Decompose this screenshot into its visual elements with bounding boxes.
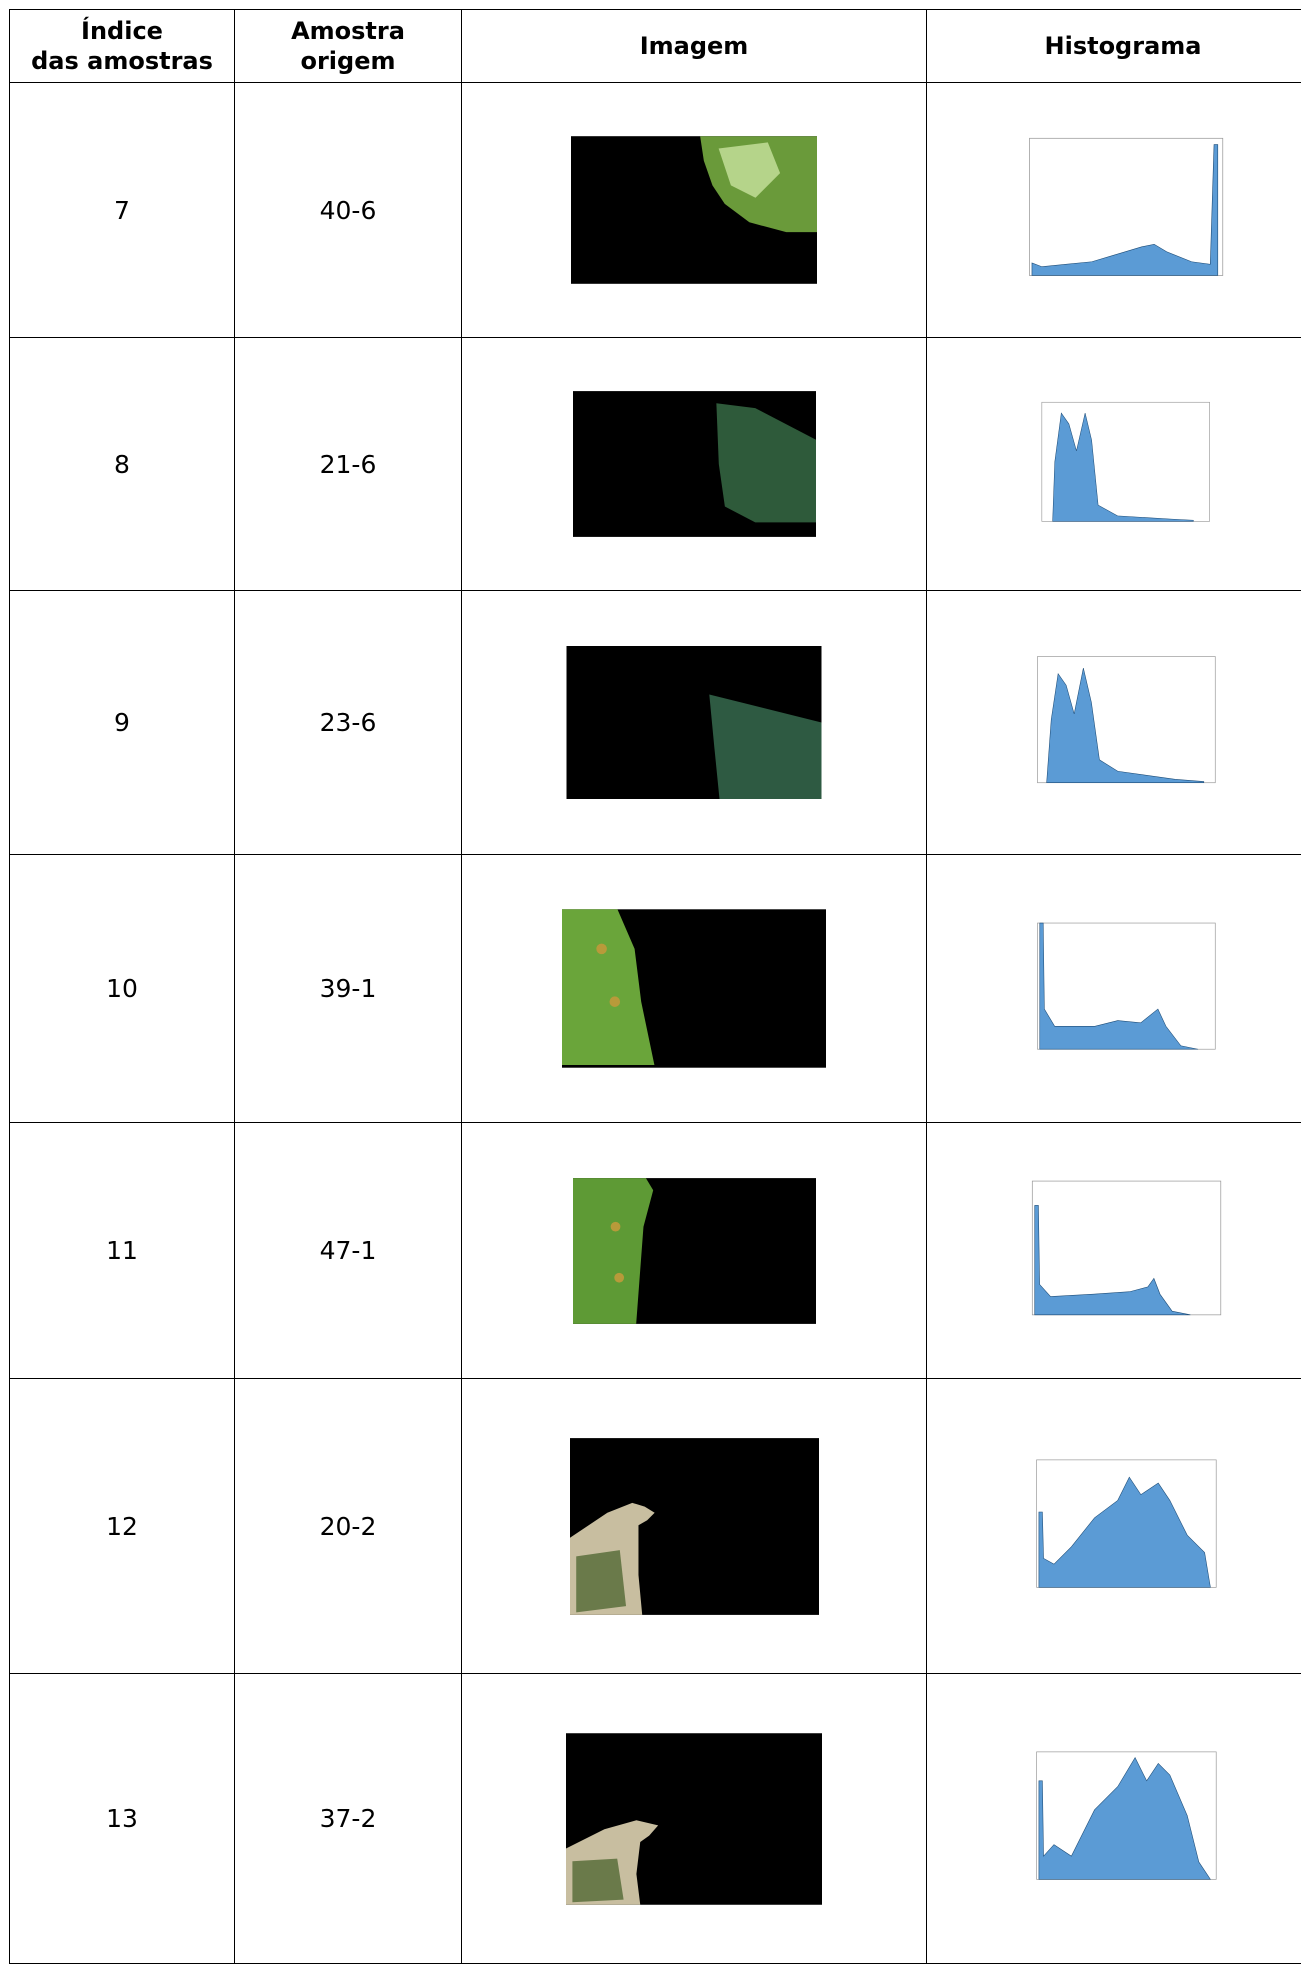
- index-cell: 10: [10, 855, 235, 1123]
- index-cell: 7: [10, 83, 235, 338]
- histogram-image: [1031, 394, 1215, 535]
- row: 9 23-6: [10, 591, 1301, 855]
- histogram-image: [1026, 648, 1221, 797]
- index-cell: 8: [10, 338, 235, 591]
- histogram-cell: [927, 855, 1301, 1123]
- image-cell: [462, 338, 927, 591]
- sample-image: [570, 1438, 819, 1615]
- header-cell: Imagem: [462, 10, 927, 83]
- image-cell: [462, 591, 927, 855]
- header-cell: Histograma: [927, 10, 1301, 83]
- row: 10 39-1: [10, 855, 1301, 1123]
- row: 13 37-2: [10, 1674, 1301, 1964]
- samples-table: Índice das amostras Amostra origem Image…: [9, 9, 1301, 1964]
- histogram-image: [1026, 917, 1221, 1061]
- histogram-cell: [927, 1674, 1301, 1964]
- histogram-cell: [927, 1123, 1301, 1379]
- row: 12 20-2: [10, 1379, 1301, 1674]
- sample-image: [571, 136, 817, 284]
- histogram-cell: [927, 83, 1301, 338]
- sample-image: [562, 909, 826, 1068]
- image-cell: [462, 855, 927, 1123]
- histogram-cell: [927, 1379, 1301, 1674]
- sample-cell: 20-2: [235, 1379, 462, 1674]
- index-cell: 9: [10, 591, 235, 855]
- histogram-image: [1025, 1454, 1222, 1599]
- image-cell: [462, 83, 927, 338]
- index-cell: 11: [10, 1123, 235, 1379]
- sample-cell: 37-2: [235, 1674, 462, 1964]
- row: 7 40-6: [10, 83, 1301, 338]
- sample-cell: 21-6: [235, 338, 462, 591]
- header-row: Índice das amostras Amostra origem Image…: [10, 10, 1301, 83]
- index-cell: 13: [10, 1674, 235, 1964]
- sample-cell: 39-1: [235, 855, 462, 1123]
- sample-cell: 47-1: [235, 1123, 462, 1379]
- histogram-cell: [927, 591, 1301, 855]
- index-cell: 12: [10, 1379, 235, 1674]
- sample-image: [573, 1178, 816, 1324]
- histogram-image: [1020, 1175, 1227, 1327]
- sample-cell: 40-6: [235, 83, 462, 338]
- sample-cell: 23-6: [235, 591, 462, 855]
- histogram-cell: [927, 338, 1301, 591]
- image-cell: [462, 1123, 927, 1379]
- row: 11 47-1: [10, 1123, 1301, 1379]
- image-cell: [462, 1674, 927, 1964]
- image-cell: [462, 1379, 927, 1674]
- sample-image: [566, 646, 822, 799]
- histogram-image: [1017, 132, 1229, 288]
- sample-image: [573, 391, 816, 537]
- histogram-image: [1025, 1746, 1222, 1891]
- header-cell: Índice das amostras: [10, 10, 235, 83]
- row: 8 21-6: [10, 338, 1301, 591]
- header-cell: Amostra origem: [235, 10, 462, 83]
- sample-image: [566, 1733, 822, 1905]
